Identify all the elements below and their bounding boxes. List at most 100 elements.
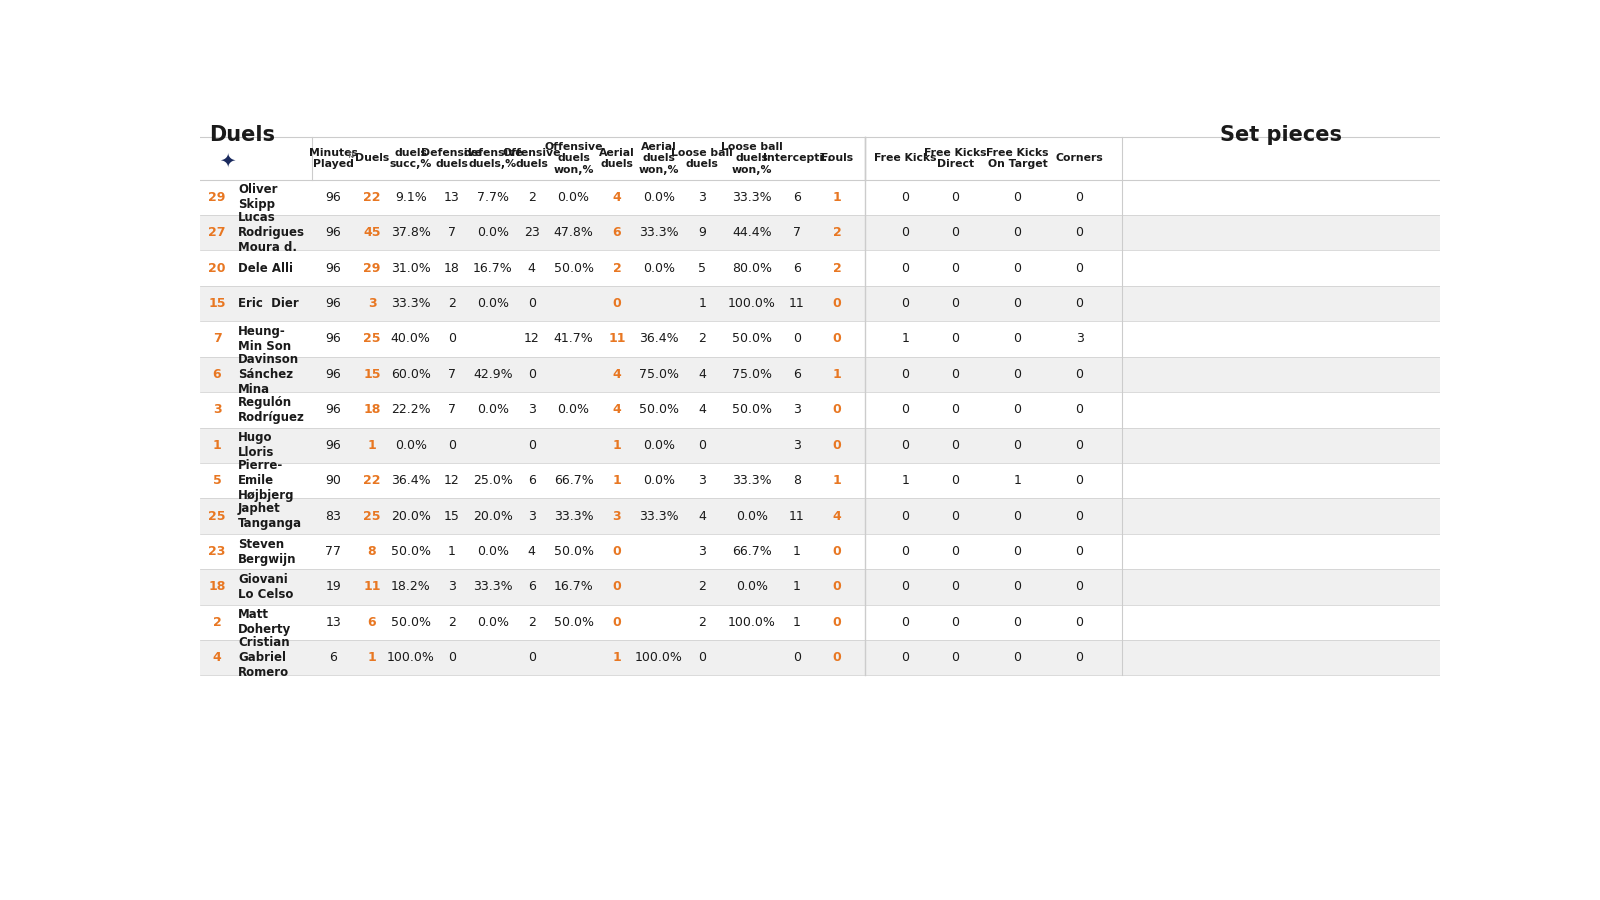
- Text: 0: 0: [901, 226, 909, 239]
- Text: 0: 0: [528, 439, 536, 452]
- Text: 9: 9: [698, 226, 706, 239]
- Text: 75.0%: 75.0%: [638, 368, 678, 381]
- Text: Oliver
Skipp: Oliver Skipp: [238, 184, 277, 212]
- Text: 0.0%: 0.0%: [557, 191, 589, 203]
- Text: 15: 15: [363, 368, 381, 381]
- Text: 1: 1: [368, 439, 376, 452]
- Text: 0: 0: [832, 439, 842, 452]
- Text: 0: 0: [952, 368, 960, 381]
- Text: 33.3%: 33.3%: [638, 226, 678, 239]
- Text: 96: 96: [325, 191, 341, 203]
- Text: 0: 0: [613, 616, 621, 629]
- Text: 90: 90: [325, 474, 341, 487]
- Text: 6: 6: [528, 474, 536, 487]
- Text: 0: 0: [1075, 545, 1083, 558]
- Text: Japhet
Tanganga: Japhet Tanganga: [238, 502, 302, 530]
- Text: 42.9%: 42.9%: [474, 368, 512, 381]
- Text: 0: 0: [1075, 226, 1083, 239]
- Text: 0.0%: 0.0%: [477, 545, 509, 558]
- Text: 96: 96: [325, 403, 341, 417]
- Text: 50.0%: 50.0%: [731, 332, 771, 346]
- Text: 0: 0: [901, 616, 909, 629]
- Text: 0: 0: [1075, 580, 1083, 593]
- Text: Set pieces: Set pieces: [1221, 125, 1342, 145]
- Text: 0: 0: [1075, 403, 1083, 417]
- Text: 7: 7: [448, 403, 456, 417]
- Text: 2: 2: [448, 616, 456, 629]
- Text: 0: 0: [901, 403, 909, 417]
- Text: Aerial
duels: Aerial duels: [598, 148, 635, 169]
- Text: 50.0%: 50.0%: [554, 545, 594, 558]
- Text: 23: 23: [523, 226, 539, 239]
- Text: 5: 5: [213, 474, 221, 487]
- Text: 4: 4: [613, 403, 621, 417]
- Text: 6: 6: [794, 191, 800, 203]
- Text: 0: 0: [1014, 403, 1022, 417]
- Text: 11: 11: [789, 297, 805, 310]
- Text: 1: 1: [832, 191, 842, 203]
- Text: 6: 6: [794, 368, 800, 381]
- Text: 33.3%: 33.3%: [731, 191, 771, 203]
- Text: Eric  Dier: Eric Dier: [238, 297, 299, 310]
- Text: 80.0%: 80.0%: [731, 262, 771, 274]
- Text: 0: 0: [1014, 509, 1022, 523]
- Text: 0.0%: 0.0%: [477, 403, 509, 417]
- Text: 1: 1: [794, 545, 800, 558]
- Text: 0: 0: [952, 509, 960, 523]
- Text: 1: 1: [901, 332, 909, 346]
- Text: 100.0%: 100.0%: [728, 616, 776, 629]
- Text: 0: 0: [1075, 509, 1083, 523]
- Text: 3: 3: [794, 439, 800, 452]
- Text: 0.0%: 0.0%: [395, 439, 427, 452]
- Text: 0: 0: [952, 580, 960, 593]
- Text: 0: 0: [952, 332, 960, 346]
- Bar: [200, 463, 1440, 499]
- Text: Regulón
Rodríguez: Regulón Rodríguez: [238, 396, 306, 424]
- Text: 0: 0: [901, 580, 909, 593]
- Text: 1: 1: [832, 368, 842, 381]
- Text: Fouls: Fouls: [821, 153, 853, 164]
- Text: 0.0%: 0.0%: [736, 509, 768, 523]
- Text: 15: 15: [443, 509, 459, 523]
- Text: 96: 96: [325, 226, 341, 239]
- Text: 0: 0: [901, 509, 909, 523]
- Text: 0.0%: 0.0%: [477, 616, 509, 629]
- Text: 3: 3: [1075, 332, 1083, 346]
- Text: 0: 0: [528, 297, 536, 310]
- Text: 13: 13: [445, 191, 459, 203]
- Text: 77: 77: [325, 545, 341, 558]
- Text: 0: 0: [901, 191, 909, 203]
- Text: Matt
Doherty: Matt Doherty: [238, 608, 291, 636]
- Text: 0.0%: 0.0%: [643, 439, 675, 452]
- Text: 0: 0: [1075, 616, 1083, 629]
- Text: 0: 0: [952, 262, 960, 274]
- Text: 1: 1: [613, 439, 621, 452]
- Text: 0: 0: [1075, 439, 1083, 452]
- Text: 1: 1: [698, 297, 706, 310]
- Text: 6: 6: [613, 226, 621, 239]
- Text: 40.0%: 40.0%: [390, 332, 430, 346]
- Text: 18: 18: [443, 262, 459, 274]
- Text: Offensive
duels
won,%: Offensive duels won,%: [544, 142, 603, 175]
- Text: 0: 0: [832, 580, 842, 593]
- Text: 60.0%: 60.0%: [390, 368, 430, 381]
- Text: 6: 6: [528, 580, 536, 593]
- Text: 0: 0: [952, 226, 960, 239]
- Text: 0: 0: [832, 332, 842, 346]
- Text: 33.3%: 33.3%: [638, 509, 678, 523]
- Text: 1: 1: [448, 545, 456, 558]
- Text: Free Kicks
On Target: Free Kicks On Target: [986, 148, 1050, 169]
- Text: 1: 1: [832, 474, 842, 487]
- Text: 1: 1: [794, 616, 800, 629]
- Text: 0: 0: [1014, 580, 1022, 593]
- Text: 0.0%: 0.0%: [557, 403, 589, 417]
- Text: 1: 1: [794, 580, 800, 593]
- Text: 0: 0: [792, 652, 800, 664]
- Text: 3: 3: [613, 509, 621, 523]
- Text: Free Kicks
Direct: Free Kicks Direct: [925, 148, 987, 169]
- Text: 6: 6: [794, 262, 800, 274]
- Text: 0: 0: [832, 652, 842, 664]
- Text: 4: 4: [698, 368, 706, 381]
- Text: 0.0%: 0.0%: [643, 191, 675, 203]
- Text: 11: 11: [608, 332, 626, 346]
